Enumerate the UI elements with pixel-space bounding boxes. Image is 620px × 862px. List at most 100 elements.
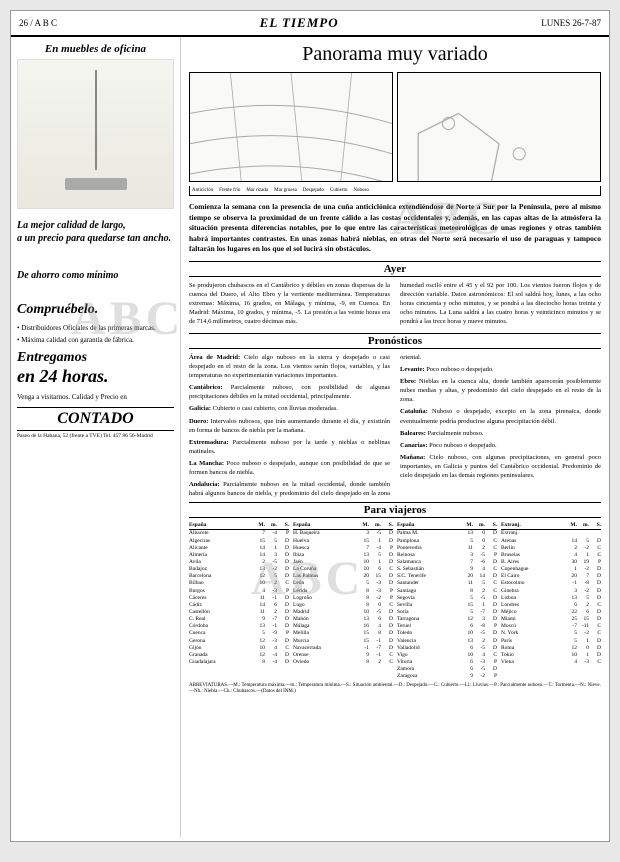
city-row: Extranj.: [501, 530, 601, 537]
city-row: Granada12-4D: [189, 652, 289, 659]
city-row: Alicante141D: [189, 545, 289, 552]
main-column: Panorama muy variado: [181, 37, 609, 837]
city-row: La Coruña106C: [293, 566, 393, 573]
travel-column: EspañaM.m.S.Albacete7-4PAlgeciras155DAli…: [189, 522, 289, 680]
page-date: LUNES 26-7-87: [541, 18, 601, 28]
ad-image: [17, 59, 174, 209]
city-row: S.C. Tenerife2014D: [397, 573, 497, 580]
city-row: Palma M.130D: [397, 530, 497, 537]
city-row: Tarragona123D: [397, 616, 497, 623]
city-row: Jaén101D: [293, 559, 393, 566]
city-row: Gerona12-3D: [189, 638, 289, 645]
city-row: Soria5-7D: [397, 609, 497, 616]
city-row: Moscú-7-11C: [501, 623, 601, 630]
city-row: Cáceres11-1D: [189, 595, 289, 602]
city-row: Bruselas41C: [501, 552, 601, 559]
abbreviations: ABREVIATURAS.—M.: Temperatura máxima.—m.…: [189, 683, 601, 695]
pronosticos-body: Área de Madrid: Cielo algo nuboso en la …: [189, 353, 601, 498]
city-row: H. Baqueira3-5D: [293, 530, 393, 537]
city-row: Viena4-3C: [501, 659, 601, 666]
city-row: Avila2-5D: [189, 559, 289, 566]
section-pronosticos: Pronósticos: [189, 333, 601, 349]
city-row: Huesca7-4P: [293, 545, 393, 552]
city-row: Badajoz13-2D: [189, 566, 289, 573]
city-row: Albacete7-4P: [189, 530, 289, 537]
city-row: Londres62C: [501, 602, 601, 609]
city-row: Salamanca7-6D: [397, 559, 497, 566]
city-row: Zamora6-5D: [397, 666, 497, 673]
city-row: Mahón136D: [293, 616, 393, 623]
ad-logo: CONTADO: [17, 407, 174, 431]
city-row: Atenas145D: [501, 538, 601, 545]
main-headline: Panorama muy variado: [189, 43, 601, 66]
city-row: Teruel6-8P: [397, 623, 497, 630]
city-row: Logroño8-2P: [293, 595, 393, 602]
city-row: Valladolid6-5D: [397, 645, 497, 652]
city-row: Tokio101D: [501, 652, 601, 659]
city-row: Pontevedra112C: [397, 545, 497, 552]
city-row: Sevilla151D: [397, 602, 497, 609]
city-row: Lisboa135D: [501, 595, 601, 602]
city-row: Córdoba13-1D: [189, 623, 289, 630]
city-row: El Cairo207D: [501, 573, 601, 580]
section-ayer: Ayer: [189, 261, 601, 277]
ad-savings: De ahorro como mínimo: [17, 269, 174, 282]
city-row: Castellón112D: [189, 609, 289, 616]
city-row: Reinosa3-5P: [397, 552, 497, 559]
city-row: Algeciras155D: [189, 538, 289, 545]
travel-column: EspañaM.m.S.H. Baqueira3-5DHuelva151DHue…: [293, 522, 393, 680]
city-row: Cuenca5-9P: [189, 630, 289, 637]
city-row: Roma120D: [501, 645, 601, 652]
city-row: Méjico226D: [501, 609, 601, 616]
city-row: Estocolmo-1-8D: [501, 580, 601, 587]
city-row: Madrid10-5D: [293, 609, 393, 616]
city-row: Segovia5-5D: [397, 595, 497, 602]
city-row: Lugo80C: [293, 602, 393, 609]
travel-column: EspañaM.m.S.Palma M.130DPamplona50CPonte…: [397, 522, 497, 680]
city-row: B. Aires3019P: [501, 559, 601, 566]
city-row: Vitoria6-3P: [397, 659, 497, 666]
intro-text: Comienza la semana con la presencia de u…: [189, 202, 601, 255]
ad-deliver: Entregamos en 24 horas.: [17, 350, 174, 387]
city-row: Valencia132D: [397, 638, 497, 645]
ad-bullet: • Distribuidores Oficiales de las primer…: [17, 324, 174, 332]
ad-visit: Venga a visitarnos. Calidad y Precio en: [17, 393, 174, 401]
city-row: Orense9-1C: [293, 652, 393, 659]
city-row: Zaragoza9-2P: [397, 673, 497, 680]
city-row: C. Real9-7D: [189, 616, 289, 623]
city-row: Copenhague1-2D: [501, 566, 601, 573]
page-number: 26 / A B C: [19, 18, 57, 28]
city-row: N. York5-2C: [501, 630, 601, 637]
city-row: Navacerrada-1-7D: [293, 645, 393, 652]
city-row: Berlín2-2C: [501, 545, 601, 552]
city-row: Huelva151D: [293, 538, 393, 545]
section-viajeros: Para viajeros: [189, 502, 601, 518]
ad-bullet: • Máxima calidad con garantía de fábrica…: [17, 336, 174, 344]
page-header: 26 / A B C EL TIEMPO LUNES 26-7-87: [11, 11, 609, 37]
city-row: Vigo104C: [397, 652, 497, 659]
city-row: Guadalajara8-4D: [189, 659, 289, 666]
city-row: León5-3D: [293, 580, 393, 587]
city-row: Ibiza135D: [293, 552, 393, 559]
city-row: Santander115C: [397, 580, 497, 587]
ad-headline: La mejor calidad de largo, a un precio p…: [17, 219, 174, 245]
city-row: Burgos4-3P: [189, 588, 289, 595]
city-row: Toledo10-5D: [397, 630, 497, 637]
city-row: Almería143D: [189, 552, 289, 559]
city-row: Gijón104C: [189, 645, 289, 652]
city-row: Málaga164D: [293, 623, 393, 630]
city-row: Murcia15-1D: [293, 638, 393, 645]
ad-check: Compruébelo.: [17, 302, 174, 318]
city-row: Miami2515D: [501, 616, 601, 623]
city-row: Barcelona125D: [189, 573, 289, 580]
city-row: Pamplona50C: [397, 538, 497, 545]
section-title: EL TIEMPO: [260, 15, 339, 31]
travel-table: EspañaM.m.S.Albacete7-4PAlgeciras155DAli…: [189, 522, 601, 695]
advertisement-column: En muebles de oficina La mejor calidad d…: [11, 37, 181, 837]
ayer-body: Se produjeron chubascos en el Cantábrico…: [189, 281, 601, 329]
city-row: Ginebra3-2D: [501, 588, 601, 595]
weather-maps: [189, 72, 601, 182]
map-legend: Anticiclón Frente frío Mar rizada Mar gr…: [189, 186, 601, 196]
ad-address: Paseo de la Habana, 52 (frente a TVE) Te…: [17, 433, 174, 439]
city-row: Cádiz146D: [189, 602, 289, 609]
